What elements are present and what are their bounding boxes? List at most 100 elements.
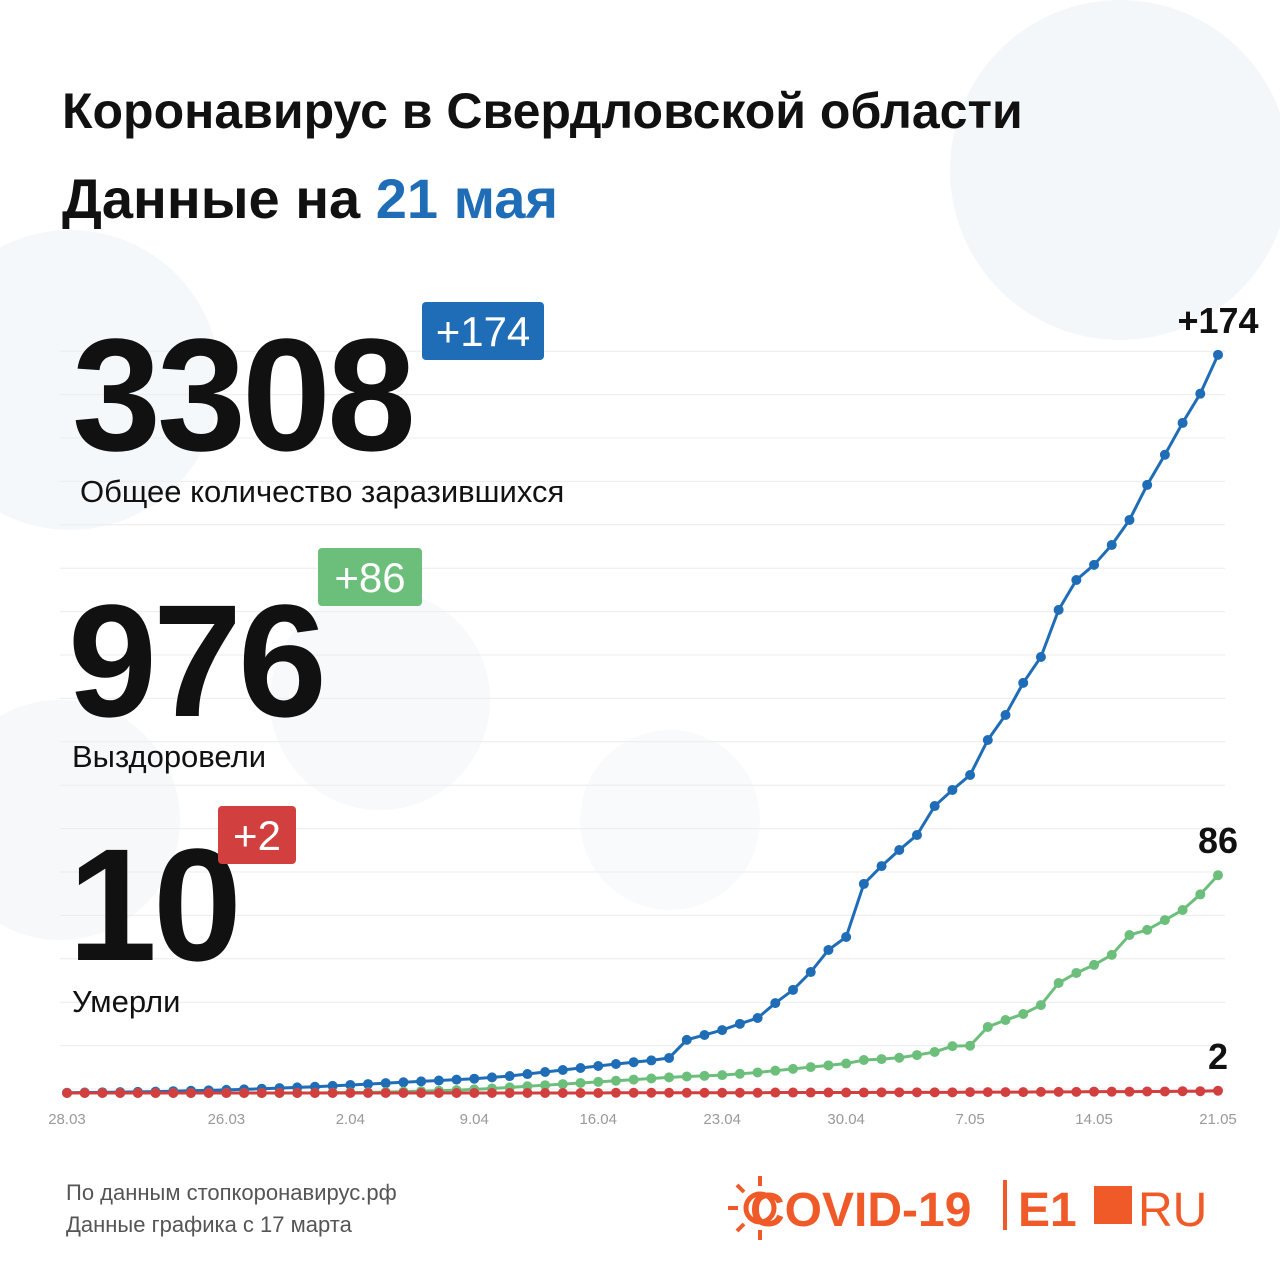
data-point <box>1159 1086 1170 1097</box>
data-point <box>717 1070 728 1081</box>
data-point <box>292 1088 303 1098</box>
data-point <box>841 1058 852 1069</box>
data-point <box>858 1054 869 1065</box>
data-point <box>717 1087 728 1098</box>
stat-delta-box <box>318 548 422 606</box>
data-point <box>1035 1000 1046 1011</box>
data-point <box>1213 1085 1223 1096</box>
logo-domain: RU <box>1138 1184 1207 1237</box>
data-point <box>221 1088 232 1098</box>
data-point <box>982 1087 993 1098</box>
data-point <box>610 1075 621 1086</box>
virus-icon <box>728 1176 777 1240</box>
data-point <box>982 1021 993 1032</box>
data-point <box>752 1013 763 1024</box>
data-point <box>894 1052 905 1063</box>
x-tick-label: 2.04 <box>336 1111 365 1128</box>
data-point <box>876 1054 887 1065</box>
stat-label: Умерли <box>72 984 180 1019</box>
data-point <box>469 1073 480 1084</box>
data-point <box>1035 651 1046 662</box>
data-point <box>664 1052 675 1063</box>
data-point <box>1195 889 1206 900</box>
stat-delta: +86 <box>334 554 405 601</box>
stat-label: Выздоровели <box>72 739 266 774</box>
data-point <box>1106 949 1117 960</box>
data-point <box>876 1087 887 1098</box>
data-point <box>911 830 922 841</box>
data-point <box>1000 709 1011 720</box>
data-point <box>132 1088 143 1098</box>
data-point <box>646 1073 657 1084</box>
stat-delta: +2 <box>233 812 281 859</box>
data-point <box>1035 1086 1046 1097</box>
data-point <box>1106 539 1117 550</box>
data-point <box>681 1087 692 1098</box>
data-point <box>1071 967 1082 978</box>
data-point <box>841 1087 852 1098</box>
data-point <box>1124 930 1135 941</box>
data-point <box>858 878 869 889</box>
data-point <box>540 1088 551 1098</box>
data-point <box>717 1025 728 1036</box>
data-point <box>416 1088 427 1098</box>
virus-blob <box>270 590 490 810</box>
stat-value: 10 <box>68 815 238 994</box>
background-decor <box>270 0 1280 810</box>
data-point <box>823 944 834 955</box>
data-point <box>823 1087 834 1098</box>
data-point <box>1071 1086 1082 1097</box>
logo-block <box>1094 1186 1132 1224</box>
data-point <box>805 1062 816 1073</box>
data-point <box>486 1072 497 1083</box>
x-tick-label: 9.04 <box>460 1111 489 1128</box>
data-point <box>593 1060 604 1071</box>
data-point <box>947 1087 958 1098</box>
data-point <box>345 1079 356 1090</box>
data-point <box>504 1088 515 1098</box>
subtitle-prefix: Данные на <box>62 167 361 230</box>
data-point <box>1142 924 1153 935</box>
data-point <box>929 1046 940 1057</box>
data-point <box>1142 479 1153 490</box>
data-point <box>150 1088 161 1098</box>
data-point <box>664 1087 675 1098</box>
data-point <box>1053 977 1064 988</box>
stat-delta: +174 <box>436 308 531 355</box>
data-point <box>628 1087 639 1098</box>
stat-delta-box <box>218 806 296 864</box>
data-point <box>309 1088 320 1098</box>
x-tick-label: 26.03 <box>208 1111 246 1128</box>
data-point <box>557 1079 568 1090</box>
data-point <box>1124 1086 1135 1097</box>
data-point <box>788 1087 799 1098</box>
stat-label: Общее количество заразившихся <box>80 474 564 509</box>
data-point <box>522 1069 533 1080</box>
data-point <box>734 1018 745 1029</box>
data-point <box>681 1071 692 1082</box>
data-point <box>593 1088 604 1098</box>
data-point <box>805 1087 816 1098</box>
data-point <box>699 1029 710 1040</box>
data-point <box>1089 959 1100 970</box>
data-point <box>1213 349 1223 360</box>
data-point <box>734 1087 745 1098</box>
stats: 3308 +174 Общее количество заразившихся 976… <box>68 302 564 1019</box>
data-point <box>1089 559 1100 570</box>
virus-blob <box>950 0 1280 340</box>
data-point <box>363 1088 374 1098</box>
data-point <box>1124 514 1135 525</box>
x-tick-label: 28.03 <box>48 1111 86 1128</box>
data-point <box>557 1088 568 1098</box>
data-point <box>965 770 976 781</box>
data-point <box>168 1088 179 1098</box>
data-point <box>62 1088 72 1098</box>
data-point <box>699 1070 710 1081</box>
data-point <box>1142 1086 1153 1097</box>
data-point <box>256 1088 267 1098</box>
data-point <box>947 784 958 795</box>
data-point <box>380 1088 391 1098</box>
data-point <box>947 1041 958 1052</box>
data-point <box>752 1087 763 1098</box>
data-point <box>841 932 852 943</box>
